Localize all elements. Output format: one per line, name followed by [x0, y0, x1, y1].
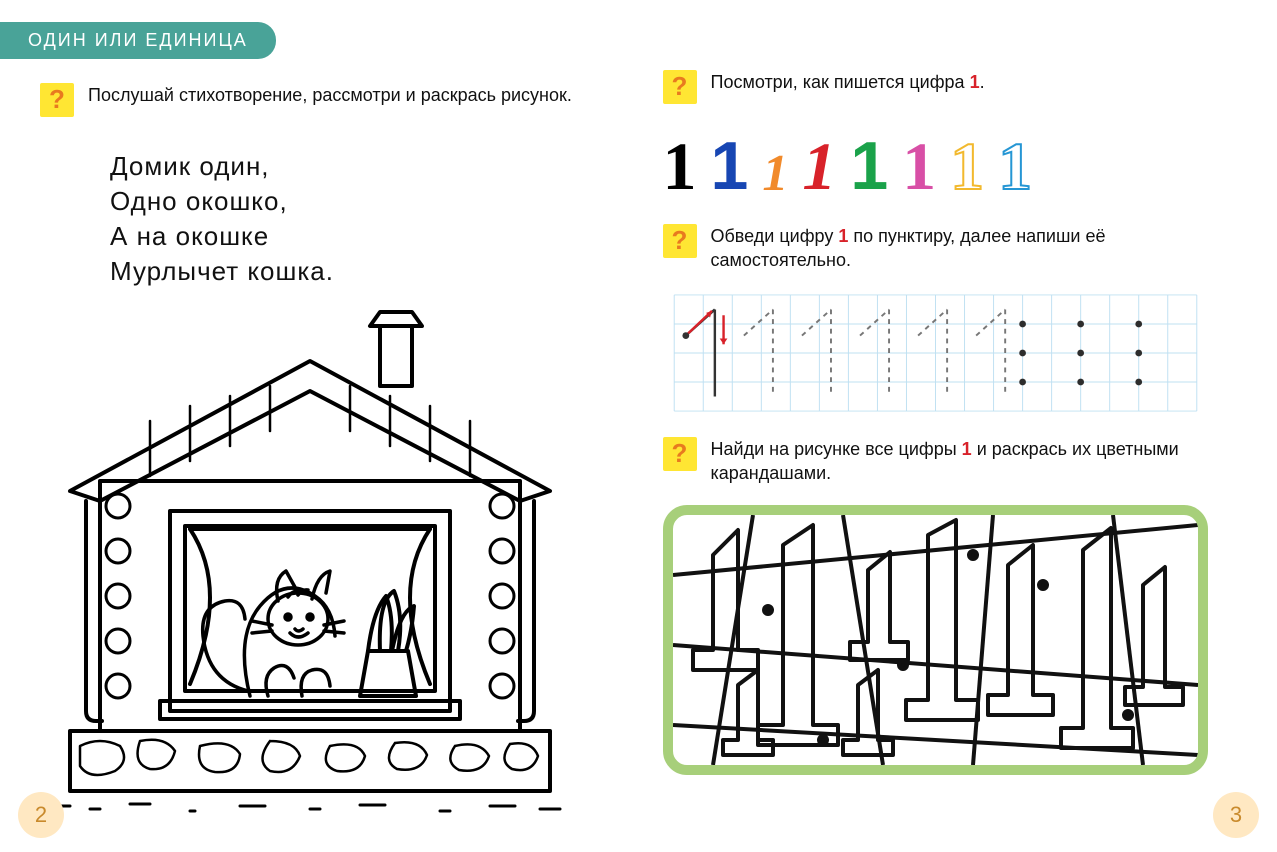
question-icon: ? [663, 224, 697, 258]
poem-line: А на окошке [110, 219, 615, 254]
question-icon: ? [40, 83, 74, 117]
lesson-header: ОДИН ИЛИ ЕДИНИЦА [0, 22, 276, 59]
instruction-r2: ? Обведи цифру 1 по пунктиру, далее напи… [663, 224, 1238, 273]
poem-line: Домик один, [110, 149, 615, 184]
number-one-styles-row: 11111111 [663, 122, 1238, 200]
styled-one: 1 [902, 132, 936, 200]
styled-one: 1 [950, 132, 984, 200]
page-number-right: 3 [1213, 792, 1259, 838]
styled-one: 1 [663, 132, 697, 200]
styled-one: 1 [762, 148, 788, 200]
styled-one: 1 [850, 132, 888, 200]
instruction-r3: ? Найди на рисунке все цифры 1 и раскрас… [663, 437, 1238, 486]
instruction-text: Обведи цифру 1 по пунктиру, далее напиши… [711, 224, 1238, 273]
instruction-r1: ? Посмотри, как пишется цифра 1. [663, 70, 1238, 104]
question-icon: ? [663, 70, 697, 104]
page-number-left: 2 [18, 792, 64, 838]
question-icon: ? [663, 437, 697, 471]
styled-one: 1 [711, 132, 749, 200]
poem: Домик один, Одно окошко, А на окошке Мур… [110, 149, 615, 289]
instruction-text: Послушай стихотворение, рассмотри и раск… [88, 83, 572, 107]
styled-one: 1 [998, 132, 1032, 200]
coloring-house-illustration [40, 301, 580, 821]
instruction-text: Найди на рисунке все цифры 1 и раскрась … [711, 437, 1238, 486]
styled-one: 1 [802, 132, 836, 200]
page-right: ? Посмотри, как пишется цифра 1. 1111111… [639, 0, 1277, 852]
poem-line: Одно окошко, [110, 184, 615, 219]
tracing-grid [663, 293, 1238, 413]
poem-line: Мурлычет кошка. [110, 254, 615, 289]
instruction-left: ? Послушай стихотворение, рассмотри и ра… [40, 83, 615, 117]
page-left: ОДИН ИЛИ ЕДИНИЦА ? Послушай стихотворени… [0, 0, 639, 852]
instruction-text: Посмотри, как пишется цифра 1. [711, 70, 985, 94]
hidden-ones-coloring-panel [663, 505, 1208, 775]
